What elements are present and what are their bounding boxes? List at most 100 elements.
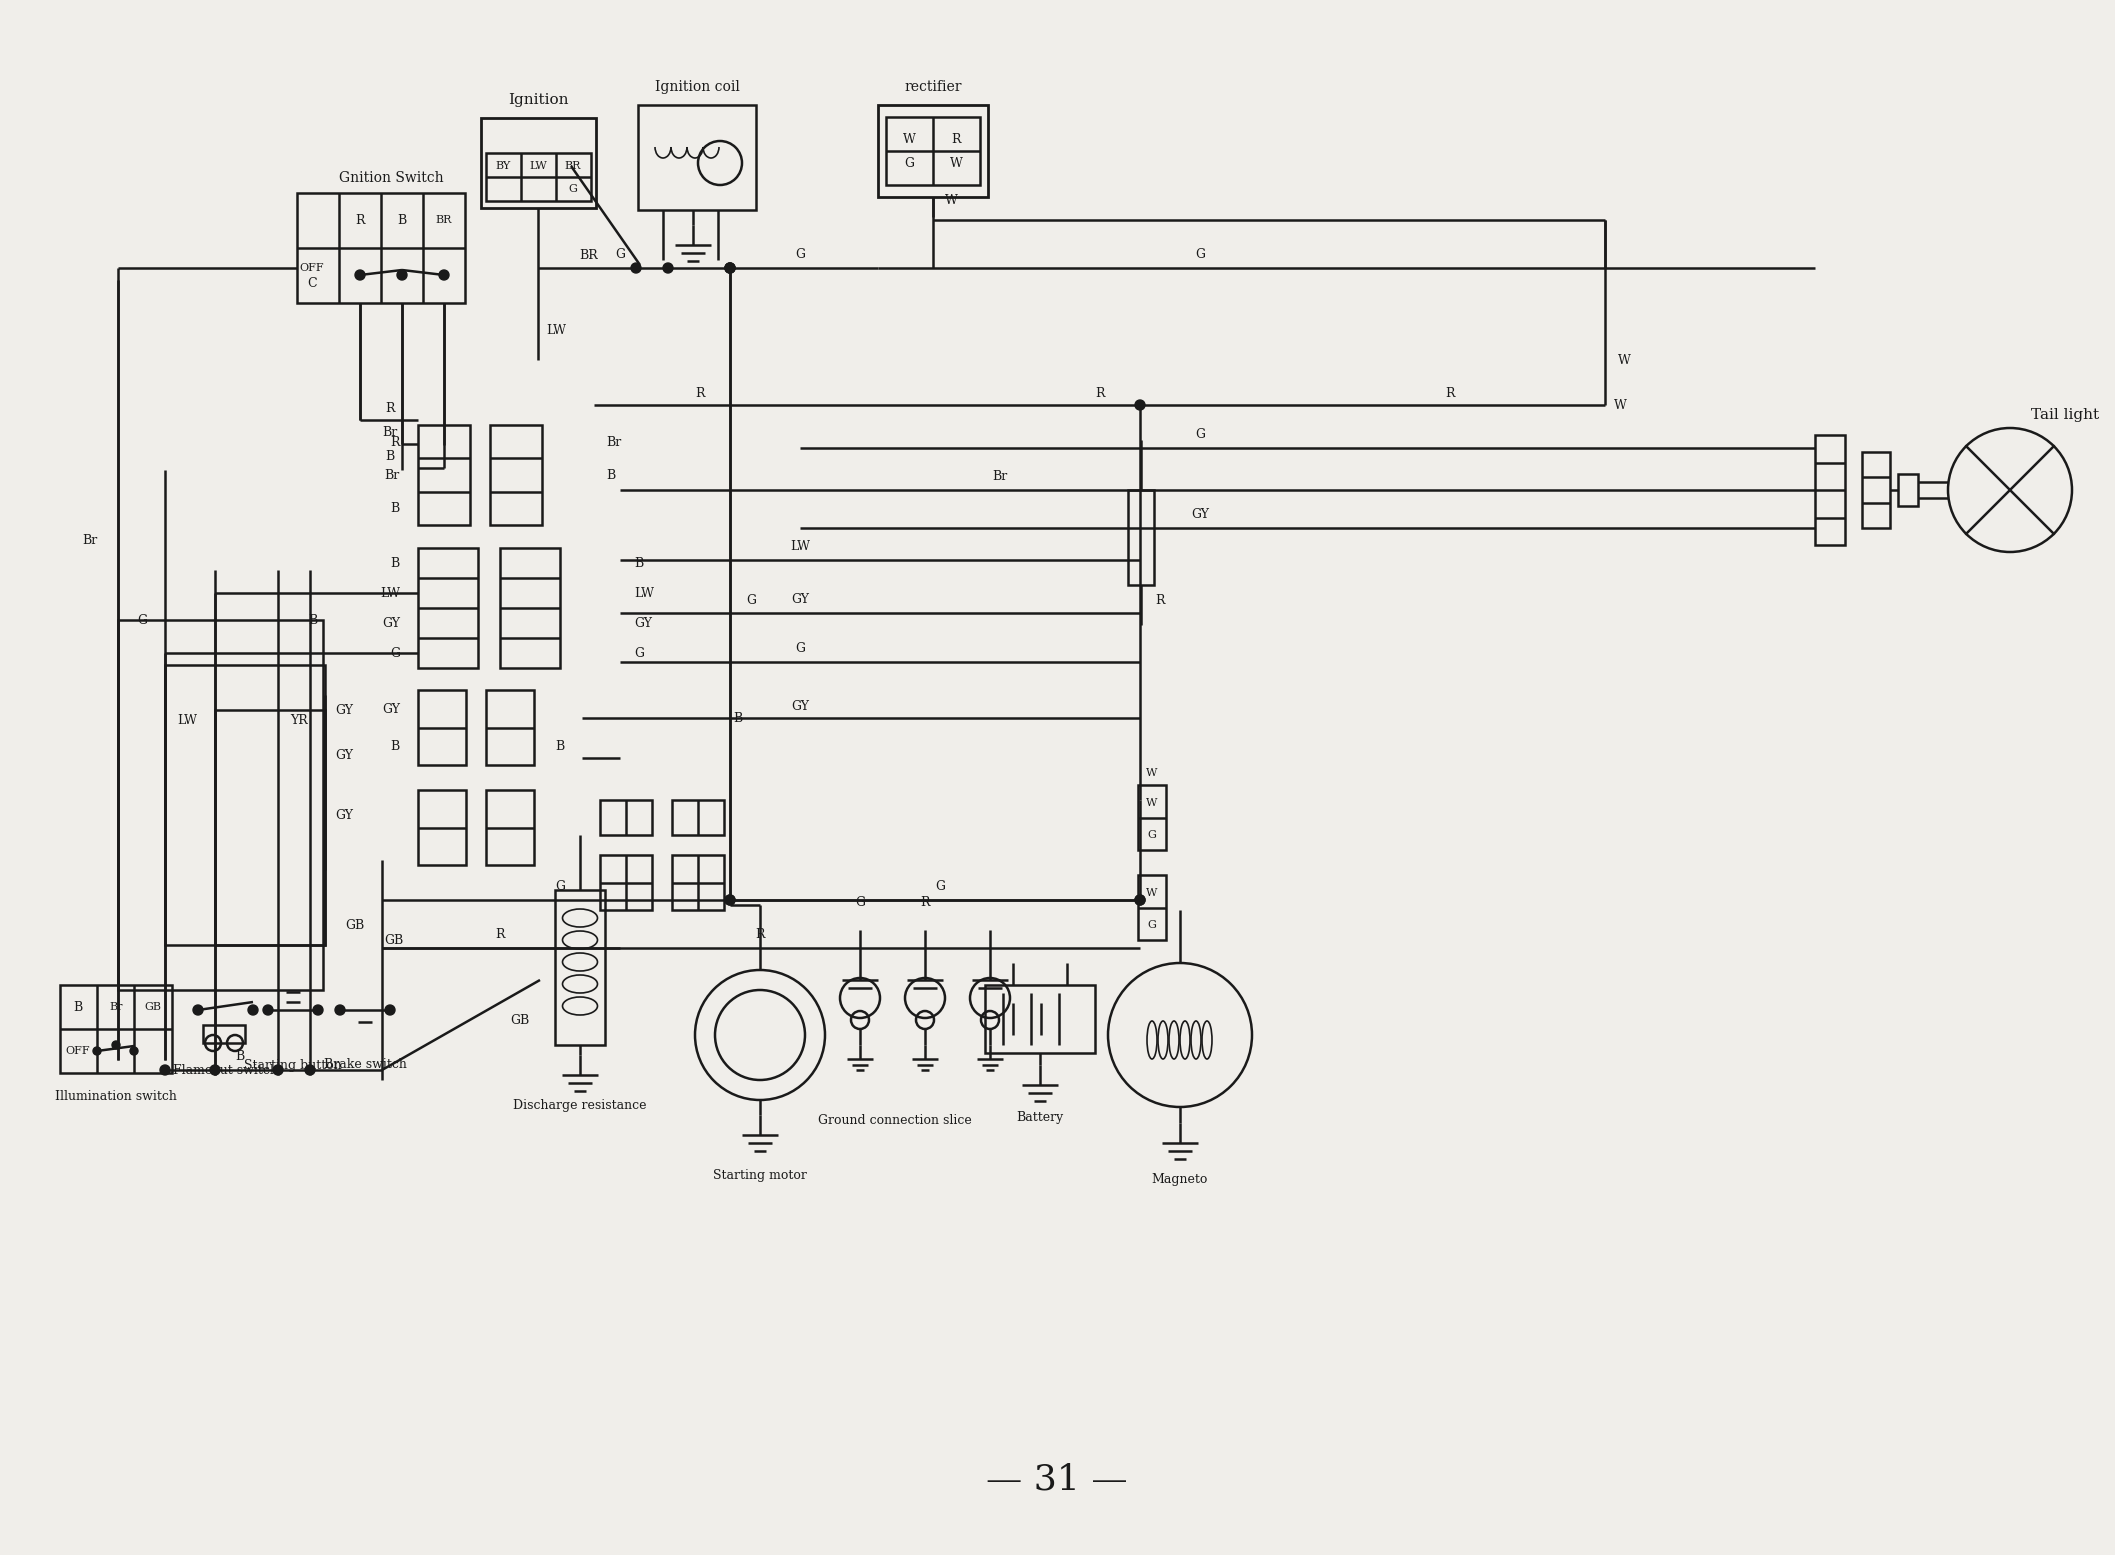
- Text: B: B: [634, 557, 643, 569]
- Text: GY: GY: [334, 748, 353, 762]
- Text: LW: LW: [634, 586, 654, 600]
- Bar: [480, 118, 596, 208]
- Circle shape: [630, 263, 641, 274]
- Text: GB: GB: [345, 919, 364, 931]
- Text: GY: GY: [791, 592, 810, 605]
- Circle shape: [262, 1005, 273, 1015]
- Text: G: G: [795, 642, 806, 655]
- Bar: [673, 799, 723, 835]
- Text: Magneto: Magneto: [1153, 1174, 1208, 1186]
- Bar: [601, 855, 651, 910]
- Text: Br: Br: [385, 468, 400, 482]
- Text: Br: Br: [82, 533, 97, 546]
- Bar: [419, 425, 470, 526]
- Bar: [296, 193, 465, 303]
- Text: G: G: [854, 896, 865, 908]
- Circle shape: [313, 1005, 324, 1015]
- Text: B: B: [74, 1000, 82, 1014]
- Text: R: R: [1155, 594, 1165, 606]
- Text: Brake switch: Brake switch: [324, 1059, 406, 1071]
- Text: Br: Br: [383, 426, 398, 439]
- Bar: [886, 117, 979, 185]
- Bar: [1138, 875, 1165, 941]
- Text: Illumination switch: Illumination switch: [55, 1090, 178, 1104]
- Bar: [878, 106, 988, 197]
- Bar: [216, 711, 326, 945]
- Circle shape: [1136, 400, 1144, 411]
- Text: B: B: [235, 1050, 245, 1062]
- Text: Br: Br: [607, 435, 622, 448]
- Circle shape: [161, 1065, 169, 1075]
- Bar: [419, 690, 465, 765]
- Text: B: B: [398, 213, 406, 227]
- Text: Ignition coil: Ignition coil: [654, 79, 740, 93]
- Circle shape: [334, 1005, 345, 1015]
- Bar: [203, 1025, 245, 1043]
- Circle shape: [247, 1005, 258, 1015]
- Text: Br: Br: [992, 470, 1007, 482]
- Text: B: B: [556, 740, 565, 753]
- Text: GY: GY: [383, 616, 400, 630]
- Circle shape: [440, 271, 448, 280]
- Text: G: G: [569, 183, 577, 194]
- Circle shape: [129, 1047, 137, 1054]
- Text: Ignition: Ignition: [508, 93, 569, 107]
- Text: B: B: [607, 468, 615, 482]
- Text: G: G: [903, 157, 914, 169]
- Text: GB: GB: [144, 1001, 161, 1012]
- Text: Ground connection slice: Ground connection slice: [819, 1113, 973, 1126]
- Text: W: W: [1146, 798, 1157, 809]
- Text: OFF: OFF: [66, 1047, 91, 1056]
- Bar: [486, 152, 590, 201]
- Bar: [165, 666, 326, 945]
- Bar: [1897, 474, 1918, 505]
- Circle shape: [725, 263, 736, 274]
- Text: R: R: [385, 401, 396, 415]
- Circle shape: [662, 263, 673, 274]
- Text: rectifier: rectifier: [905, 79, 962, 93]
- Text: YR: YR: [290, 714, 309, 726]
- Circle shape: [725, 263, 736, 274]
- Circle shape: [192, 1005, 203, 1015]
- Bar: [639, 106, 755, 210]
- Text: LW: LW: [529, 162, 548, 171]
- Circle shape: [93, 1047, 102, 1054]
- Text: G: G: [615, 247, 626, 261]
- Circle shape: [725, 896, 736, 905]
- Text: B: B: [391, 502, 400, 515]
- Text: Flameout switch: Flameout switch: [173, 1064, 277, 1076]
- Text: GY: GY: [334, 703, 353, 717]
- Text: W: W: [1618, 353, 1631, 367]
- Text: R: R: [952, 132, 960, 146]
- Text: W: W: [950, 157, 962, 169]
- Text: Starting button: Starting button: [243, 1059, 343, 1071]
- Text: C: C: [307, 277, 317, 289]
- Text: Tail light: Tail light: [2030, 407, 2098, 421]
- Bar: [419, 790, 465, 865]
- Text: B: B: [385, 449, 396, 462]
- Text: W: W: [903, 132, 916, 146]
- Text: W: W: [1614, 398, 1626, 412]
- Text: LW: LW: [381, 586, 400, 600]
- Text: G: G: [389, 647, 400, 659]
- Text: Discharge resistance: Discharge resistance: [514, 1098, 647, 1112]
- Circle shape: [305, 1065, 315, 1075]
- Bar: [486, 690, 533, 765]
- Text: Br: Br: [110, 1001, 123, 1012]
- Circle shape: [385, 1005, 396, 1015]
- Text: G: G: [554, 880, 565, 893]
- Text: G: G: [1195, 247, 1206, 261]
- Bar: [59, 984, 171, 1073]
- Bar: [1815, 435, 1844, 544]
- Text: R: R: [355, 213, 364, 227]
- Text: OFF: OFF: [300, 263, 324, 274]
- Text: GY: GY: [1191, 507, 1210, 521]
- Text: GB: GB: [510, 1014, 529, 1026]
- Text: BR: BR: [580, 249, 599, 261]
- Text: LW: LW: [178, 714, 197, 726]
- Bar: [554, 889, 605, 1045]
- Text: G: G: [137, 614, 148, 627]
- Text: Gnition Switch: Gnition Switch: [338, 171, 444, 185]
- Text: G: G: [1195, 428, 1206, 440]
- Bar: [118, 620, 324, 991]
